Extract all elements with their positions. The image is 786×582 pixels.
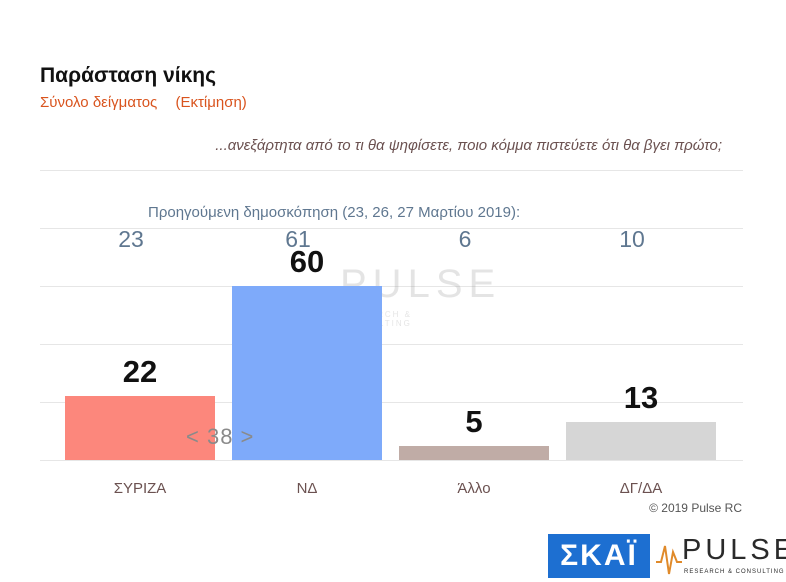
category-label: Άλλο [457, 480, 491, 497]
subtitle-sample: Σύνολο δείγματος [40, 94, 158, 111]
gridline [40, 286, 743, 287]
copyright-notice: © 2019 Pulse RC [649, 501, 742, 515]
gridline [40, 344, 743, 345]
category-label: ΔΓ/ΔΑ [619, 480, 663, 497]
category-label: ΝΔ [296, 480, 318, 497]
bar-value-label: 5 [465, 403, 483, 439]
gridline [40, 170, 743, 171]
bar [65, 396, 215, 460]
subtitle-estimate: (Εκτίμηση) [175, 94, 247, 111]
bar-value-label: 13 [623, 380, 659, 416]
pulse-logo-text: PULSE [682, 534, 786, 566]
pulse-logo-wave-icon [656, 545, 682, 575]
bar [232, 286, 382, 460]
bar [566, 422, 716, 460]
previous-poll-value: 10 [619, 226, 645, 252]
survey-question: ...ανεξάρτητα από το τι θα ψηφίσετε, ποι… [215, 137, 722, 154]
previous-poll-value: 6 [458, 226, 472, 252]
bar-value-label: 22 [122, 354, 158, 390]
difference-annotation: < 38 > [186, 424, 255, 449]
skai-logo: ΣΚΑΪ [548, 534, 650, 578]
chart-subtitle: Σύνολο δείγματος (Εκτίμηση) [40, 94, 247, 111]
gridline [40, 402, 743, 403]
bar-value-label: 60 [289, 244, 325, 279]
previous-poll-value: 61 [285, 226, 311, 252]
pulse-logo: PULSE RESEARCH & CONSULTING [656, 534, 786, 578]
previous-poll-label: Προηγούμενη δημοσκόπηση (23, 26, 27 Μαρτ… [148, 204, 521, 221]
gridline [40, 460, 743, 461]
chart-title: Παράσταση νίκης [40, 64, 217, 87]
category-label: ΣΥΡΙΖΑ [113, 480, 167, 497]
pulse-logo-subtext: RESEARCH & CONSULTING [684, 569, 785, 575]
bar [399, 445, 549, 460]
gridline [40, 228, 743, 229]
previous-poll-value: 23 [118, 226, 144, 252]
